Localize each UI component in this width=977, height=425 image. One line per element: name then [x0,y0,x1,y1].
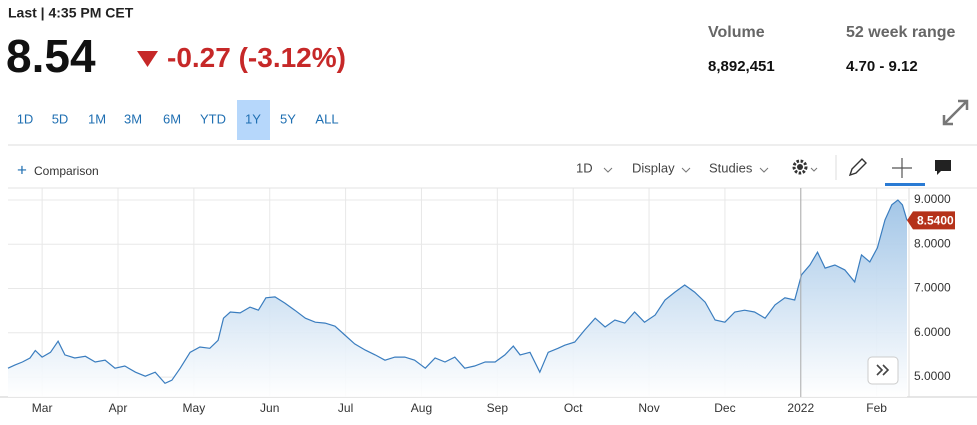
y-tick-label: 9.0000 [914,192,951,206]
studies-button[interactable]: Studies [709,160,753,175]
change-percent: (-3.12%) [239,42,346,73]
change-value: -0.27 [167,42,231,73]
x-tick-label: May [183,401,206,415]
comment-icon[interactable] [935,160,951,175]
price-line [7,199,908,385]
x-tick-label: Oct [564,401,583,415]
volume-label: Volume [708,24,765,41]
x-tick-label: Sep [487,401,509,415]
area-fill [8,200,907,397]
range-button[interactable]: 5D [52,111,69,126]
range-button[interactable]: 3M [124,111,142,126]
x-tick-label: Nov [638,401,659,415]
last-value-label: 8.5400 [917,213,954,227]
volume-value: 8,892,451 [708,58,775,75]
range-value: 4.70 - 9.12 [846,58,918,75]
down-arrow [137,51,158,67]
range-button[interactable]: 5Y [280,111,296,126]
chart: 5.0000 6.0000 7.0000 8.0000 9.0000 Mar Apr May J… [0,187,977,415]
x-tick-label: Jun [260,401,279,415]
y-tick-label: 5.0000 [914,369,951,383]
chevron [681,167,691,173]
range-button[interactable]: 1Y [245,111,261,126]
draw-icon[interactable] [848,158,867,177]
range-button[interactable]: 6M [163,111,181,126]
range-selected-bg [237,100,270,140]
x-tick-label: Mar [32,401,53,415]
range-label: 52 week range [846,24,956,41]
y-tick-label: 7.0000 [914,281,951,295]
interval-button[interactable]: 1D [576,160,593,175]
comparison-button[interactable]: Comparison [34,164,99,178]
y-tick-label: 8.0000 [914,236,951,250]
last-value-tag [907,211,955,230]
comparison-plus[interactable]: + [17,160,27,179]
display-button[interactable]: Display [632,160,675,175]
last-label: Last | 4:35 PM CET [8,5,134,21]
x-tick-label: Apr [109,401,128,415]
expand-icon[interactable] [942,99,969,126]
price: 8.54 [6,30,96,82]
x-tick-label: Dec [714,401,735,415]
x-tick-label: Aug [411,401,432,415]
range-button[interactable]: 1D [17,111,34,126]
x-tick-label: Jul [338,401,353,415]
crosshair-active [885,183,925,186]
crosshair-icon[interactable] [892,158,912,178]
settings-icon[interactable] [792,159,818,175]
range-button[interactable]: ALL [315,111,338,126]
change: -0.27 (-3.12%) [167,42,346,73]
range-button[interactable]: YTD [200,111,226,126]
range-button[interactable]: 1M [88,111,106,126]
x-tick-label: Feb [866,401,887,415]
scroll-button[interactable] [867,356,899,385]
y-tick-label: 6.0000 [914,325,951,339]
chevron [759,167,769,173]
chevron [603,167,613,173]
x-tick-label: 2022 [787,401,814,415]
range-buttons: 1D 5D 1M 3M 6M YTD 1Y 5Y ALL [17,111,339,126]
